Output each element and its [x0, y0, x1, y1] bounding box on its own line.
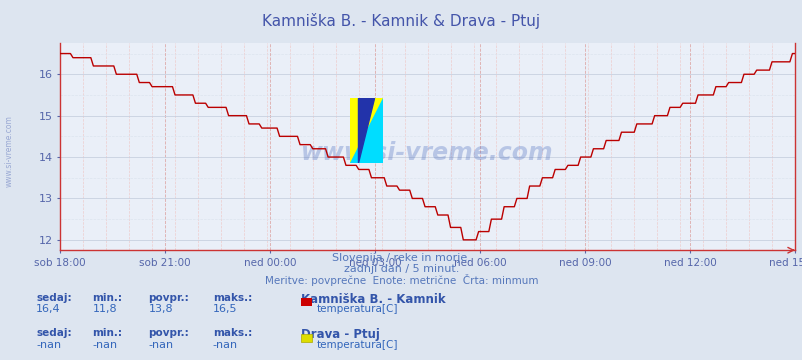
Text: Drava - Ptuj: Drava - Ptuj: [301, 328, 379, 341]
Text: Kamniška B. - Kamnik & Drava - Ptuj: Kamniška B. - Kamnik & Drava - Ptuj: [262, 13, 540, 28]
Text: sedaj:: sedaj:: [36, 293, 71, 303]
Text: temperatura[C]: temperatura[C]: [317, 340, 398, 350]
Text: maks.:: maks.:: [213, 328, 252, 338]
Text: -nan: -nan: [92, 340, 117, 350]
Text: 16,4: 16,4: [36, 304, 61, 314]
Polygon shape: [350, 99, 382, 163]
Text: Slovenija / reke in morje.: Slovenija / reke in morje.: [332, 253, 470, 264]
Text: Meritve: povprečne  Enote: metrične  Črta: minmum: Meritve: povprečne Enote: metrične Črta:…: [265, 274, 537, 285]
Text: 16,5: 16,5: [213, 304, 237, 314]
Text: temperatura[C]: temperatura[C]: [317, 304, 398, 314]
Text: povpr.:: povpr.:: [148, 328, 189, 338]
Text: zadnji dan / 5 minut.: zadnji dan / 5 minut.: [343, 264, 459, 274]
Text: povpr.:: povpr.:: [148, 293, 189, 303]
Text: -nan: -nan: [148, 340, 173, 350]
Text: min.:: min.:: [92, 328, 122, 338]
Text: 13,8: 13,8: [148, 304, 173, 314]
Text: www.si-vreme.com: www.si-vreme.com: [5, 115, 14, 187]
Text: www.si-vreme.com: www.si-vreme.com: [301, 141, 553, 165]
Text: maks.:: maks.:: [213, 293, 252, 303]
Text: sedaj:: sedaj:: [36, 328, 71, 338]
Text: -nan: -nan: [36, 340, 61, 350]
Polygon shape: [358, 99, 374, 163]
Polygon shape: [350, 99, 382, 163]
Text: 11,8: 11,8: [92, 304, 117, 314]
Text: -nan: -nan: [213, 340, 237, 350]
Text: min.:: min.:: [92, 293, 122, 303]
Text: Kamniška B. - Kamnik: Kamniška B. - Kamnik: [301, 293, 445, 306]
